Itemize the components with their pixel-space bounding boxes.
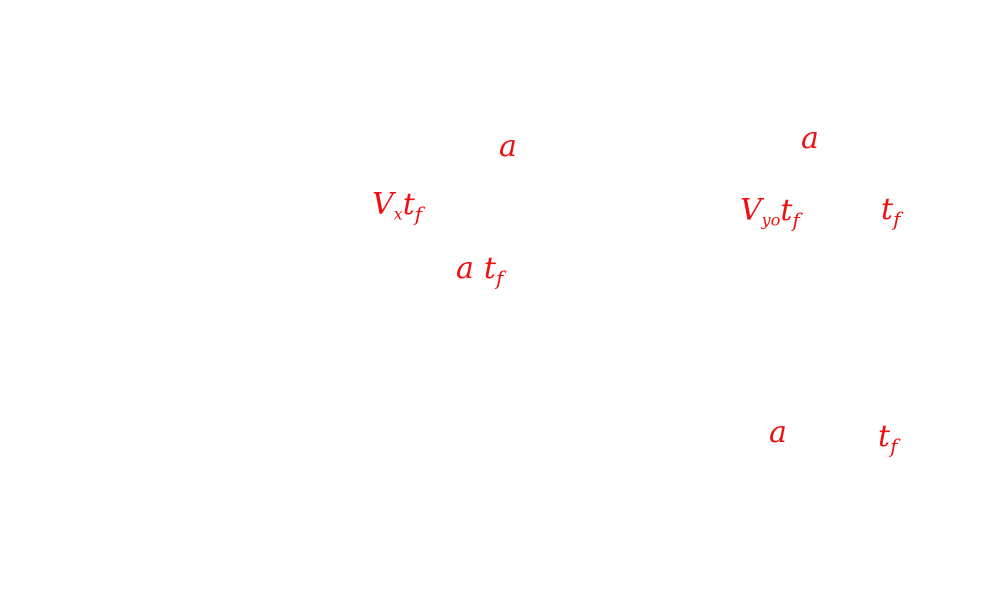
subscript-f: f [414, 202, 423, 226]
symbol-a: a [801, 121, 819, 156]
annotation-tf-right: tf [881, 192, 900, 230]
symbol-v: V [740, 193, 762, 228]
symbol-t: t [881, 192, 894, 227]
annotation-a-top-right: a [801, 124, 819, 154]
symbol-a: a [769, 415, 787, 450]
annotation-a-bottom-right: a [769, 418, 787, 448]
subscript-yo: yo [761, 210, 781, 230]
annotation-vyo-tf: Vyotf [740, 193, 800, 231]
subscript-f: f [792, 208, 800, 232]
subscript-x: x [393, 204, 403, 224]
symbol-a: a [499, 129, 517, 164]
subscript-f: f [893, 207, 901, 231]
symbol-t: t [878, 419, 891, 454]
subscript-f: f [890, 434, 898, 458]
symbol-t: t [402, 187, 415, 222]
symbol-a: a [456, 251, 474, 286]
annotation-a-tf: a tf [456, 251, 503, 289]
annotation-a-top-middle: a [499, 132, 517, 162]
annotation-vx-tf: Vxtf [372, 187, 422, 225]
subscript-f: f [495, 266, 504, 290]
annotation-tf-bottom-right: tf [878, 419, 897, 457]
symbol-t: t [780, 193, 793, 228]
symbol-t: t [483, 251, 496, 286]
symbol-v: V [372, 187, 394, 222]
